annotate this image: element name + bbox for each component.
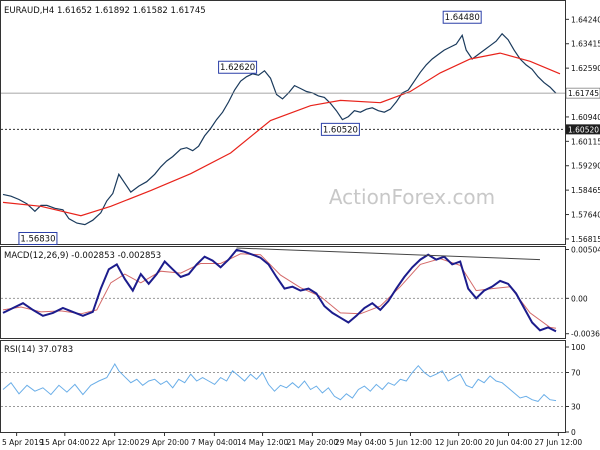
price-y-tick-label: 1.64240 (571, 15, 600, 24)
price-callout-box (442, 10, 482, 24)
macd-y-tick-label: 0.005043 (571, 245, 600, 254)
price-callout-box (18, 231, 58, 245)
macd-line (2, 248, 557, 333)
rsi-panel-title: RSI(14) 37.0783 (4, 345, 73, 355)
x-tick-label: 21 May 20:00 (287, 438, 339, 447)
rsi-series-layer (1, 363, 565, 407)
price-callout: 1.60520 (320, 122, 360, 136)
support-level-tag-label: 1.60520 (568, 125, 599, 134)
price-y-tick-label: 1.62590 (571, 64, 600, 73)
price-y-tick-label: 1.60940 (571, 113, 600, 122)
price-y-tick-label: 1.58465 (571, 186, 600, 195)
x-tick-label: 12 Jun 20:00 (435, 438, 483, 447)
macd-y-tick-label: -0.003654 (571, 330, 600, 339)
macd-panel-title: MACD(12,26,9) -0.002853 -0.002853 (4, 251, 161, 261)
macd-panel-frame (0, 246, 566, 339)
rsi-panel-frame (0, 340, 566, 433)
x-tick-label: 29 May 04:00 (335, 438, 387, 447)
axis-labels-layer: 1.642401.634151.625901.617651.609401.601… (2, 15, 600, 447)
price-y-tick-label: 1.60115 (571, 137, 600, 146)
x-tick-label: 15 Apr 04:00 (40, 438, 89, 447)
price-callout: 1.62620 (218, 60, 258, 74)
rsi-y-tick-label: 0 (571, 428, 576, 437)
price-series-layer: 1.56830 1.62620 1.60520 1.64480 (1, 10, 565, 245)
macd-y-tick-label: 0.00 (571, 294, 588, 303)
price-y-tick-label: 1.57640 (571, 211, 600, 220)
price-callout: 1.64480 (442, 10, 482, 24)
x-tick-label: 29 Apr 20:00 (140, 438, 189, 447)
price-callout-label: 1.60520 (323, 125, 358, 135)
price-callout-label: 1.62620 (220, 63, 255, 73)
x-tick-label: 5 Apr 2019 (2, 438, 44, 447)
price-panel-frame (0, 0, 566, 245)
price-callout-box (320, 122, 360, 136)
moving-average-line (2, 52, 561, 217)
current-price-tag-label: 1.61745 (568, 89, 599, 98)
price-y-tick-label: 1.63415 (571, 40, 600, 49)
price-callout: 1.56830 (18, 231, 58, 245)
price-panel-title: EURAUD,H4 1.61652 1.61892 1.61582 1.6174… (4, 6, 206, 16)
x-tick-label: 7 May 04:00 (191, 438, 238, 447)
price-y-tick-label: 1.56815 (571, 235, 600, 244)
rsi-line (2, 363, 557, 402)
price-callout-label: 1.64480 (445, 13, 480, 23)
rsi-y-tick-label: 70 (571, 369, 581, 378)
current-price-tag (565, 87, 600, 99)
price-callout-label: 1.56830 (20, 234, 55, 244)
macd-trendline (236, 247, 541, 261)
x-tick-label: 20 Jun 04:00 (485, 438, 533, 447)
x-tick-label: 22 Apr 12:00 (90, 438, 139, 447)
price-line (2, 32, 557, 226)
macd-series-layer (1, 247, 565, 333)
x-tick-label: 14 May 12:00 (237, 438, 289, 447)
rsi-y-tick-label: 100 (571, 343, 586, 352)
macd-signal-line (2, 253, 557, 329)
x-tick-label: 27 Jun 12:00 (535, 438, 583, 447)
x-tick-label: 5 Jun 12:00 (389, 438, 432, 447)
price-y-tick-label: 1.59290 (571, 162, 600, 171)
rsi-y-tick-label: 30 (571, 403, 581, 412)
watermark: ActionForex.com (329, 185, 495, 209)
support-level-tag (566, 124, 600, 135)
price-callout-box (218, 60, 258, 74)
